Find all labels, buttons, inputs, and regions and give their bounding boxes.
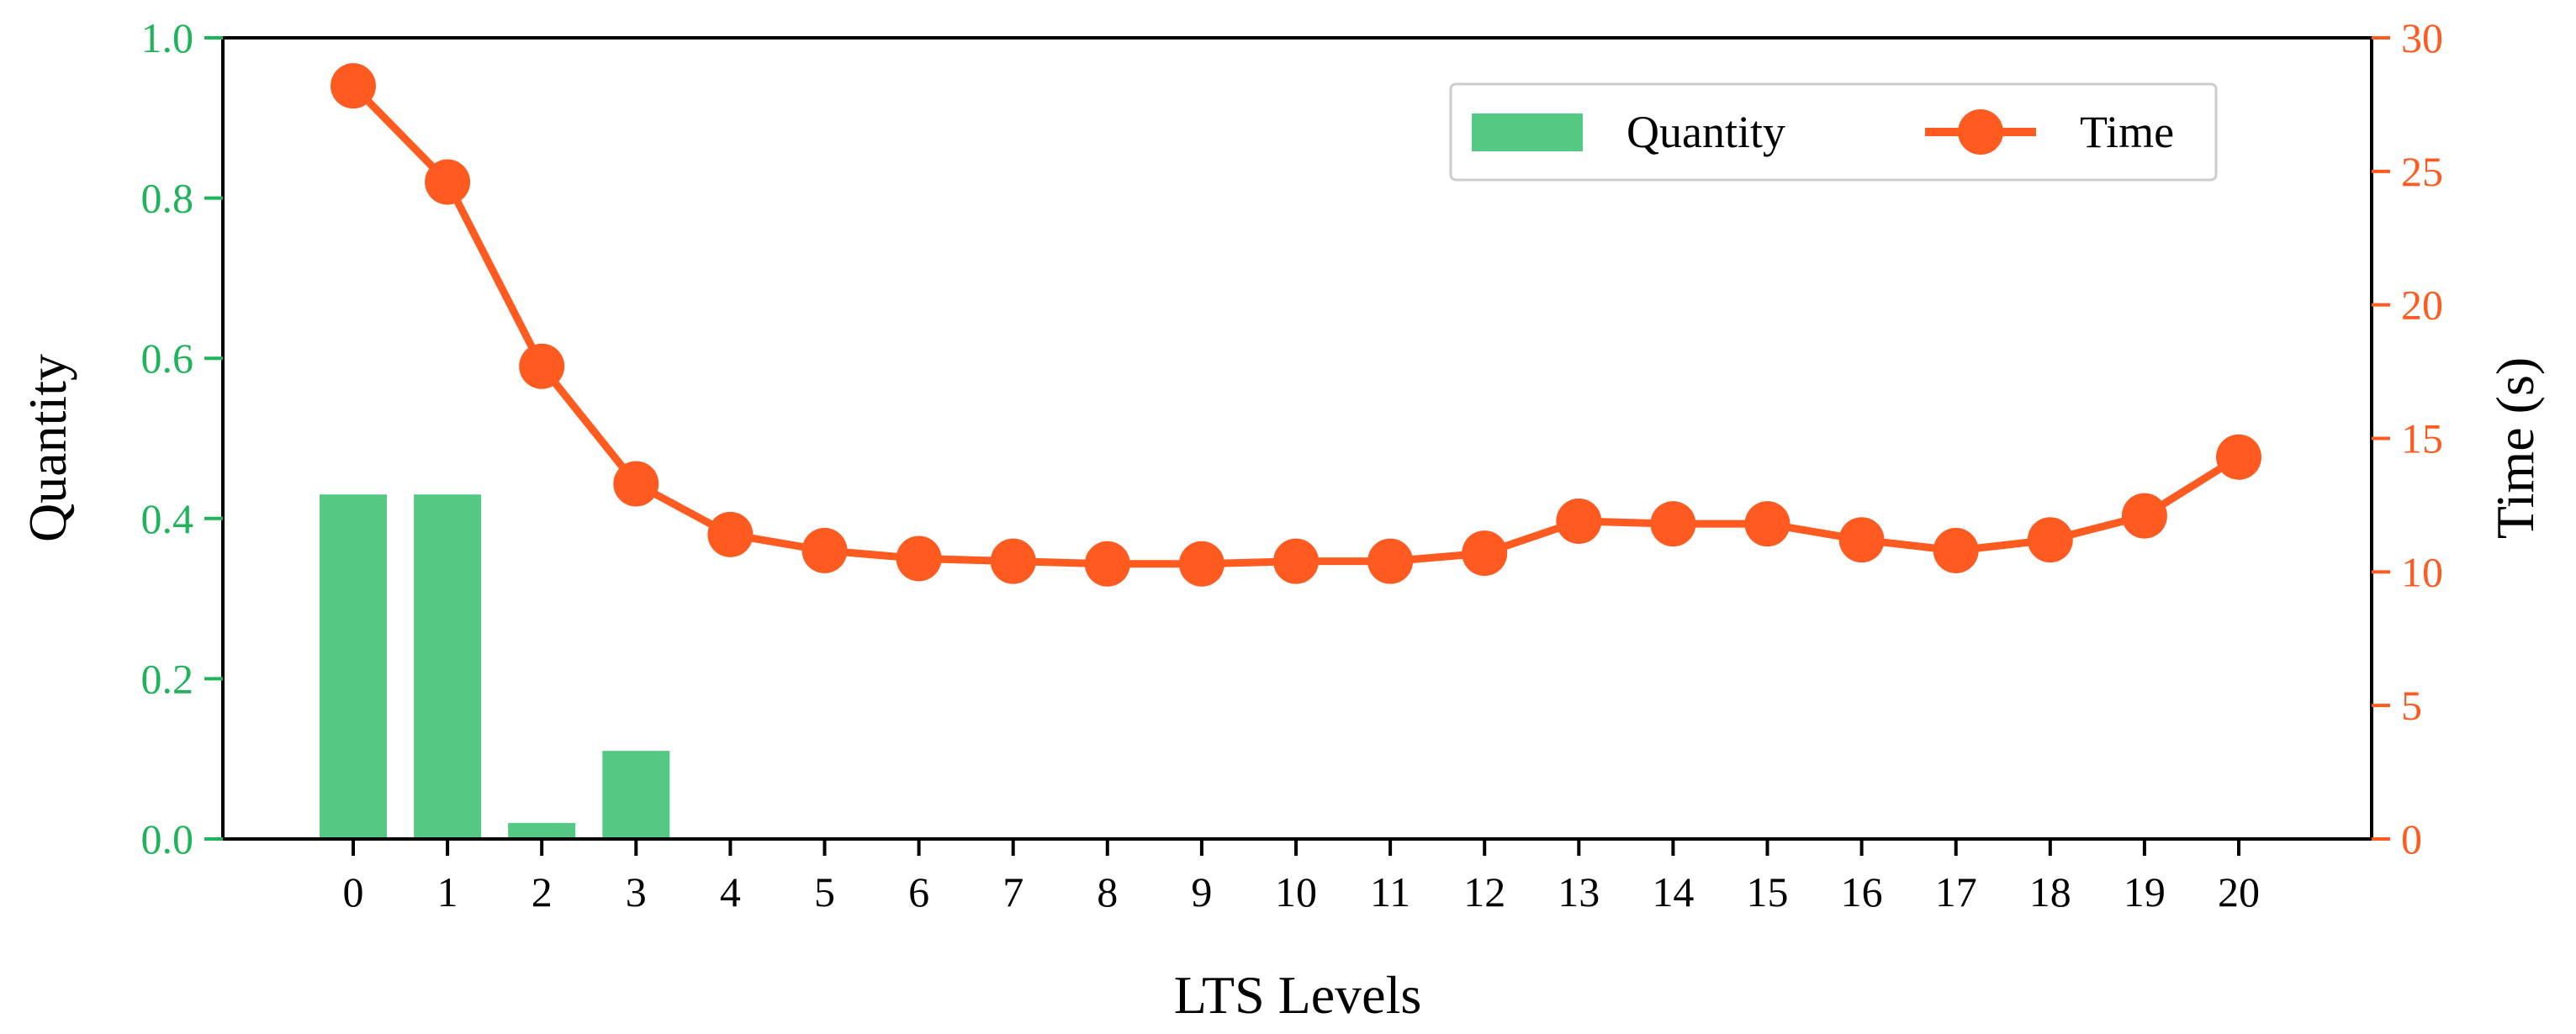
x-axis-title: LTS Levels	[1174, 965, 1422, 1025]
time-point-11	[1367, 538, 1414, 584]
legend-time-swatch-marker	[1958, 109, 2003, 155]
x-tick-label-9: 9	[1191, 868, 1212, 915]
time-point-14	[1650, 501, 1696, 547]
time-point-19	[2121, 493, 2167, 539]
x-tick-label-0: 0	[343, 868, 364, 915]
legend-quantity-label: Quantity	[1627, 107, 1785, 157]
x-tick-label-12: 12	[1463, 868, 1505, 915]
time-point-7	[990, 538, 1036, 584]
y-left-tick-label: 0.8	[141, 175, 194, 222]
x-tick-label-18: 18	[2029, 868, 2071, 915]
time-point-15	[1744, 501, 1791, 547]
x-tick-label-11: 11	[1370, 868, 1410, 915]
time-point-17	[1933, 527, 1979, 573]
y-right-tick-label: 20	[2401, 282, 2443, 329]
y-right-tick-label: 5	[2401, 682, 2422, 729]
y-left-tick-label: 0.4	[141, 495, 194, 542]
legend-time-label: Time	[2080, 107, 2174, 157]
x-tick-label-13: 13	[1558, 868, 1600, 915]
legend-quantity-swatch	[1472, 113, 1583, 151]
time-point-4	[707, 511, 754, 557]
x-tick-label-10: 10	[1275, 868, 1317, 915]
time-point-2	[519, 343, 565, 389]
bar-quantity-2	[508, 822, 576, 839]
x-tick-label-3: 3	[626, 868, 647, 915]
y-right-axis-title: Time (s)	[2485, 357, 2545, 539]
x-tick-label-8: 8	[1097, 868, 1118, 915]
x-tick-label-6: 6	[908, 868, 929, 915]
x-tick-label-2: 2	[532, 868, 553, 915]
line-layer	[331, 63, 2261, 587]
x-tick-label-15: 15	[1747, 868, 1789, 915]
y-right-tick-label: 15	[2401, 415, 2443, 462]
time-point-13	[1556, 498, 1602, 544]
time-point-10	[1273, 538, 1319, 584]
y-left-axis-title: Quantity	[18, 354, 77, 542]
time-point-5	[801, 527, 848, 573]
x-tick-label-5: 5	[814, 868, 835, 915]
y-left-tick-label: 0.6	[141, 335, 194, 382]
time-point-20	[2216, 434, 2261, 480]
y-right-tick-label: 0	[2401, 815, 2422, 863]
time-point-3	[613, 461, 659, 507]
bar-quantity-0	[320, 494, 387, 839]
x-tick-label-16: 16	[1841, 868, 1883, 915]
bar-quantity-1	[414, 494, 482, 839]
legend-frame	[1449, 82, 2218, 182]
y-right-tick-label: 25	[2401, 148, 2443, 195]
y-left-tick-label: 0.0	[141, 815, 194, 863]
time-point-9	[1178, 541, 1225, 587]
legend: Quantity Time	[1449, 82, 2218, 182]
y-left-tick-label: 0.2	[141, 655, 194, 702]
y-right-tick-label: 30	[2401, 14, 2443, 61]
x-tick-label-20: 20	[2218, 868, 2260, 915]
x-tick-label-4: 4	[720, 868, 741, 915]
y-left-tick-label: 1.0	[141, 14, 194, 61]
bar-quantity-3	[602, 751, 670, 839]
bars-layer	[320, 494, 670, 839]
time-point-12	[1462, 530, 1508, 577]
x-tick-label-1: 1	[437, 868, 458, 915]
y-right-tick-label: 10	[2401, 548, 2443, 595]
x-tick-label-17: 17	[1935, 868, 1977, 915]
x-tick-label-14: 14	[1652, 868, 1694, 915]
x-tick-label-19: 19	[2124, 868, 2166, 915]
time-point-6	[896, 535, 942, 582]
x-tick-label-7: 7	[1002, 868, 1024, 915]
time-point-8	[1084, 541, 1130, 587]
time-point-16	[1838, 517, 1885, 563]
time-point-18	[2027, 517, 2073, 563]
time-point-0	[331, 63, 376, 109]
time-point-1	[425, 159, 471, 205]
